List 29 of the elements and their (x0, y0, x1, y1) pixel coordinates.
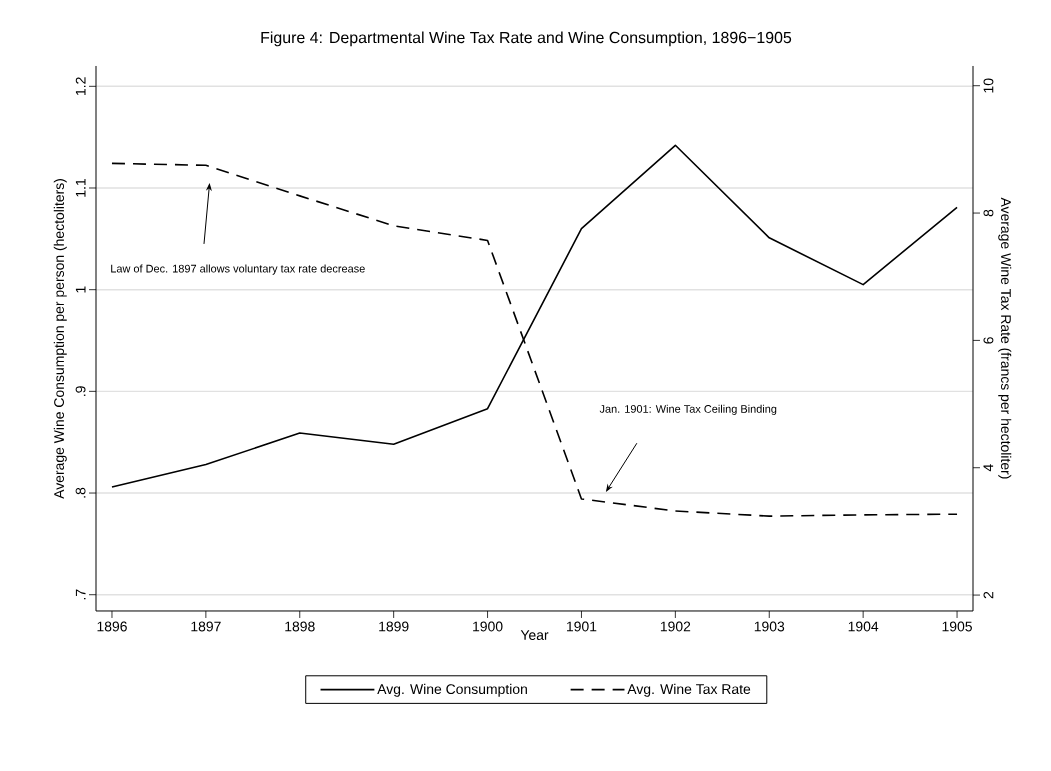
y-tick-label: .7 (75, 589, 86, 600)
x-tick-label: 1897 (191, 621, 221, 632)
y-tick-label: .8 (75, 487, 86, 498)
x-axis-title: Year (520, 630, 549, 640)
x-tick-label: 1898 (285, 621, 315, 632)
y2-tick-label: 2 (983, 591, 994, 599)
y2-tick-label: 6 (983, 337, 994, 344)
y-tick-label: .9 (75, 386, 86, 396)
y2-tick-label: 4 (983, 464, 994, 472)
x-tick-label: 1903 (754, 621, 785, 632)
legend-label: Avg. Wine Consumption (377, 683, 527, 697)
x-tick-label: 1904 (848, 621, 879, 632)
annotation: Law of Dec. 1897 allows voluntary tax rate decrease (111, 264, 365, 275)
y-tick-label: 1 (75, 286, 86, 293)
x-tick-label: 1899 (379, 621, 409, 632)
x-tick-label: 1902 (660, 621, 691, 632)
y2-tick-label: 10 (983, 78, 994, 93)
x-tick-label: 1901 (567, 621, 597, 632)
y2-tick-label: 8 (983, 209, 994, 217)
y-tick-label: 1.2 (75, 77, 86, 95)
x-tick-label: 1900 (473, 621, 503, 632)
x-tick-label: 1896 (97, 621, 127, 632)
y2-axis-title: Average Wine Tax Rate (francs per hectoliter) (998, 197, 1012, 479)
y-axis-title: Average Wine Consumption per person (hectoliters) (53, 179, 67, 499)
annotation: Jan. 1901: Wine Tax Ceiling Binding (599, 404, 777, 415)
y-tick-label: 1.1 (75, 178, 86, 197)
x-tick-label: 1905 (942, 621, 972, 632)
chart-title: Figure 4: Departmental Wine Tax Rate and Wine Consumption, 1896−1905 (261, 31, 792, 47)
legend-label: Avg. Wine Tax Rate (627, 683, 751, 697)
